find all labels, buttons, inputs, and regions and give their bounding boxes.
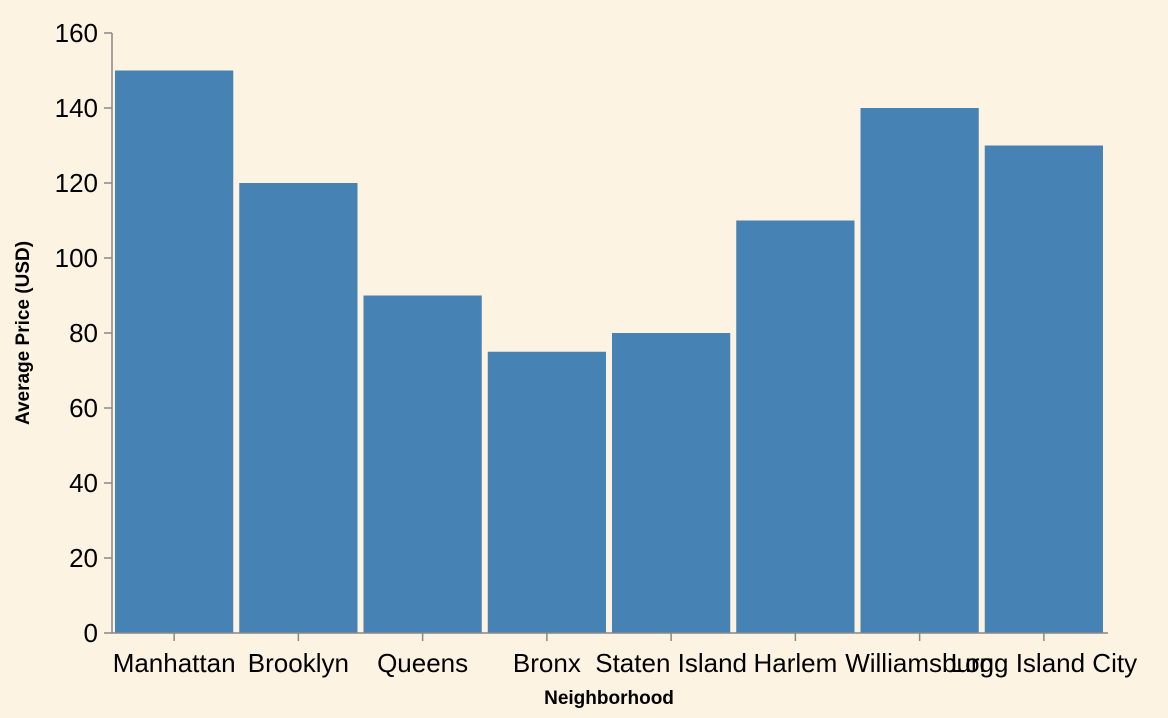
y-tick-label: 100 <box>55 243 98 273</box>
y-tick-label: 80 <box>69 318 98 348</box>
bar-long-island-city <box>984 145 1103 633</box>
y-axis-title: Average Price (USD) <box>13 241 34 425</box>
y-tick-label: 140 <box>55 93 98 123</box>
x-tick-label: Bronx <box>513 648 581 678</box>
bar-queens <box>363 295 482 633</box>
x-tick-label: Staten Island <box>595 648 747 678</box>
x-tick-label: Manhattan <box>113 648 236 678</box>
y-tick-label: 0 <box>84 618 98 648</box>
bar-williamsburg <box>860 108 979 633</box>
x-axis: Manhattan Brooklyn Queens Bronx Staten Islan… <box>112 632 1137 678</box>
y-tick-label: 160 <box>55 18 98 48</box>
x-tick-label: Harlem <box>753 648 837 678</box>
y-tick-label: 60 <box>69 393 98 423</box>
x-tick-label: Brooklyn <box>248 648 349 678</box>
bar-brooklyn <box>239 183 358 633</box>
bars-group <box>115 70 1103 633</box>
x-tick-label: Long Island City <box>951 648 1137 678</box>
y-axis: 0 20 40 60 80 100 120 140 160 <box>55 18 113 648</box>
x-axis-title: Neighborhood <box>544 688 674 709</box>
y-tick-label: 20 <box>69 543 98 573</box>
y-tick-label: 120 <box>55 168 98 198</box>
x-tick-label: Williamsburg <box>845 648 994 678</box>
x-tick-label: Queens <box>377 648 468 678</box>
bar-harlem <box>736 220 855 633</box>
bar-staten-island <box>612 333 731 633</box>
bar-bronx <box>487 351 606 633</box>
y-tick-label: 40 <box>69 468 98 498</box>
bar-manhattan <box>115 70 234 633</box>
